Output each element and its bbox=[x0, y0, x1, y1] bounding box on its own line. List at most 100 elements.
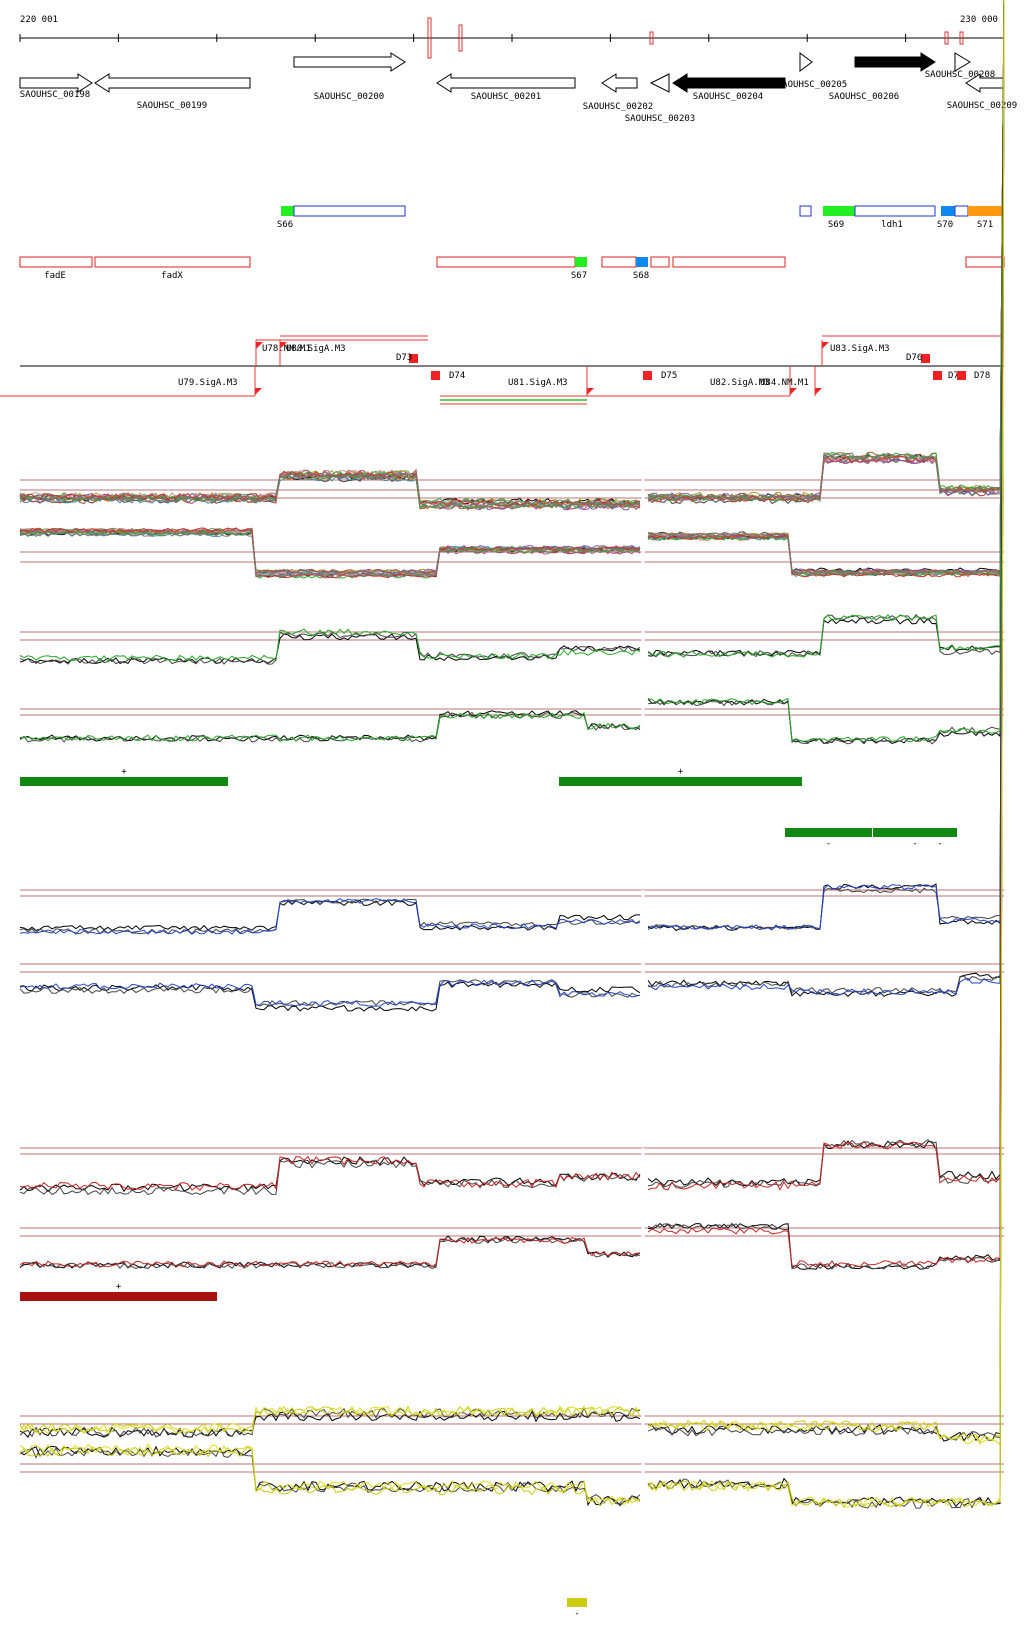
upshift-flag[interactable] bbox=[280, 342, 287, 349]
upshift-flag[interactable] bbox=[790, 388, 797, 395]
ruler-mark bbox=[427, 17, 432, 59]
feature-box[interactable] bbox=[94, 256, 251, 268]
gene-label: SAOUHSC_00202 bbox=[583, 102, 653, 112]
ruler-mark bbox=[944, 31, 949, 45]
upshift-flag[interactable] bbox=[256, 342, 263, 349]
gene-arrow[interactable] bbox=[94, 73, 251, 93]
profile-line bbox=[19, 0, 1005, 935]
feature-box[interactable] bbox=[650, 256, 670, 268]
segment-marker[interactable] bbox=[785, 828, 872, 837]
gene-label: SAOUHSC_00209 bbox=[947, 101, 1017, 111]
gene-arrow[interactable] bbox=[293, 52, 406, 72]
upshift-flag[interactable] bbox=[815, 388, 822, 395]
downshift-label: D78 bbox=[974, 371, 990, 381]
profile-line bbox=[19, 0, 1005, 509]
profile-line bbox=[19, 0, 1005, 1508]
segment-marker[interactable] bbox=[873, 828, 957, 837]
profile-line bbox=[19, 0, 1005, 1192]
downshift-box[interactable] bbox=[409, 354, 418, 363]
profile-panel-red-2 bbox=[19, 0, 1005, 1282]
upshift-label: U82.SigA.M3 bbox=[710, 378, 770, 388]
ruler-mark bbox=[959, 31, 964, 45]
downshift-label: D77 bbox=[948, 371, 964, 381]
feature-box[interactable] bbox=[636, 257, 648, 267]
gene-arrow[interactable] bbox=[601, 73, 638, 93]
gene-arrow[interactable] bbox=[799, 52, 813, 72]
segment-marker-label: + bbox=[121, 767, 127, 777]
gene-arrow[interactable] bbox=[649, 73, 670, 93]
profile-line bbox=[19, 2, 1005, 1007]
feature-box[interactable] bbox=[293, 205, 406, 217]
gene-arrow[interactable] bbox=[436, 73, 576, 93]
feature-box[interactable] bbox=[601, 256, 637, 268]
gene-arrow[interactable] bbox=[19, 73, 93, 93]
profile-line bbox=[19, 1, 1005, 935]
profile-panel-yellow-2 bbox=[19, 0, 1005, 1509]
feature-label: fadE bbox=[44, 271, 66, 281]
feature-label: S68 bbox=[633, 271, 649, 281]
upshift-flag[interactable] bbox=[822, 342, 829, 349]
feature-box[interactable] bbox=[965, 256, 1005, 268]
downshift-box[interactable] bbox=[643, 371, 652, 380]
gene-arrow[interactable] bbox=[965, 73, 1005, 93]
profile-line bbox=[19, 1, 1005, 506]
feature-box[interactable] bbox=[854, 205, 936, 217]
feature-box[interactable] bbox=[436, 256, 576, 268]
feature-label: S69 bbox=[828, 220, 844, 230]
upshift-flag[interactable] bbox=[587, 388, 594, 395]
gene-arrow[interactable] bbox=[672, 73, 786, 93]
gene-arrow[interactable] bbox=[854, 52, 936, 72]
gene-label: SAOUHSC_00199 bbox=[137, 101, 207, 111]
segment-marker-label: - bbox=[574, 1609, 579, 1619]
upshift-flag[interactable] bbox=[255, 388, 262, 395]
upshift-label: U80.SigA.M3 bbox=[286, 344, 346, 354]
segment-marker-label: + bbox=[116, 1282, 122, 1292]
downshift-label: D73 bbox=[396, 353, 412, 363]
downshift-box[interactable] bbox=[431, 371, 440, 380]
gene-label: SAOUHSC_00204 bbox=[693, 92, 763, 102]
profile-line bbox=[19, 0, 1005, 1268]
gene-arrow[interactable] bbox=[954, 52, 971, 72]
upshift-label: U78.NM.M1 bbox=[262, 344, 311, 354]
coordinate-ruler: 220 001 230 000 bbox=[19, 15, 1005, 59]
feature-label: fadX bbox=[161, 271, 183, 281]
feature-label: S66 bbox=[277, 220, 293, 230]
segment-marker[interactable] bbox=[567, 1598, 587, 1607]
gene-label: SAOUHSC_00198 bbox=[20, 90, 90, 100]
profile-panel-blue-1 bbox=[19, 0, 1005, 950]
profile-line bbox=[19, 0, 1005, 1193]
segment-marker-label: + bbox=[678, 767, 684, 777]
feature-box[interactable] bbox=[954, 205, 969, 217]
feature-box[interactable] bbox=[672, 256, 786, 268]
feature-box[interactable] bbox=[281, 206, 294, 216]
downshift-box[interactable] bbox=[921, 354, 930, 363]
profile-line bbox=[19, 2, 1005, 1509]
profile-line bbox=[19, 2, 1005, 743]
profile-panel-all-1 bbox=[19, 0, 1005, 528]
profile-line bbox=[19, 0, 1005, 662]
gene-label: SAOUHSC_00201 bbox=[471, 92, 541, 102]
downshift-box[interactable] bbox=[933, 371, 942, 380]
feature-box[interactable] bbox=[823, 206, 855, 216]
profile-line bbox=[19, 0, 1005, 1196]
feature-box[interactable] bbox=[799, 205, 812, 217]
segment-marker[interactable] bbox=[20, 1292, 217, 1301]
expression-profiles bbox=[19, 0, 1005, 1509]
segment-marker-label: - bbox=[912, 839, 917, 849]
profile-panel-red-1 bbox=[19, 0, 1005, 1208]
profile-panel-green-1 bbox=[19, 0, 1005, 680]
profile-line bbox=[19, 0, 1005, 507]
downshift-label: D76 bbox=[906, 353, 922, 363]
downshift-label: D74 bbox=[449, 371, 465, 381]
feature-box[interactable] bbox=[575, 257, 587, 267]
gene-annotation-track: SAOUHSC_00198 SAOUHSC_00199 SAOUHSC_00200 S… bbox=[19, 52, 1017, 124]
feature-box[interactable] bbox=[941, 206, 955, 216]
feature-box[interactable] bbox=[968, 206, 1004, 216]
segment-marker[interactable] bbox=[20, 777, 228, 786]
feature-label: S67 bbox=[571, 271, 587, 281]
downshift-box[interactable] bbox=[957, 371, 966, 380]
feature-box[interactable] bbox=[19, 256, 93, 268]
segment-marker[interactable] bbox=[559, 777, 802, 786]
